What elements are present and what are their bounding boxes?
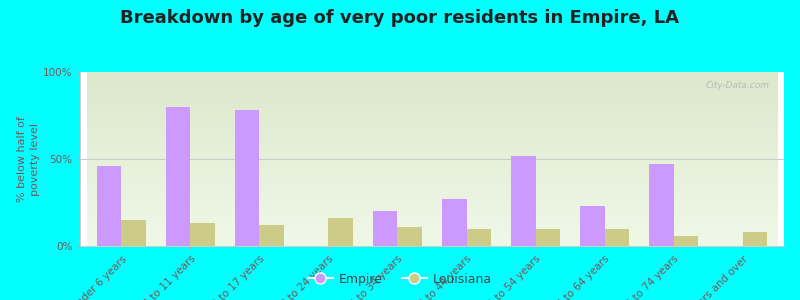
Bar [580,206,605,246]
Bar [605,229,629,246]
Bar [329,218,353,246]
Bar [259,225,284,246]
Bar [511,155,535,246]
Y-axis label: % below half of
poverty level: % below half of poverty level [17,116,40,202]
Bar [122,220,146,246]
Bar [98,166,122,246]
Bar [742,232,766,246]
Bar [674,236,698,246]
Bar [535,229,560,246]
Bar [374,211,398,246]
Bar [235,110,259,246]
Bar [398,227,422,246]
Bar [190,224,214,246]
Text: City-Data.com: City-Data.com [706,81,770,90]
Bar [466,229,490,246]
Bar [442,199,466,246]
Legend: Empire, Louisiana: Empire, Louisiana [303,268,497,291]
Bar [650,164,674,246]
Text: Breakdown by age of very poor residents in Empire, LA: Breakdown by age of very poor residents … [121,9,679,27]
Bar [166,107,190,246]
